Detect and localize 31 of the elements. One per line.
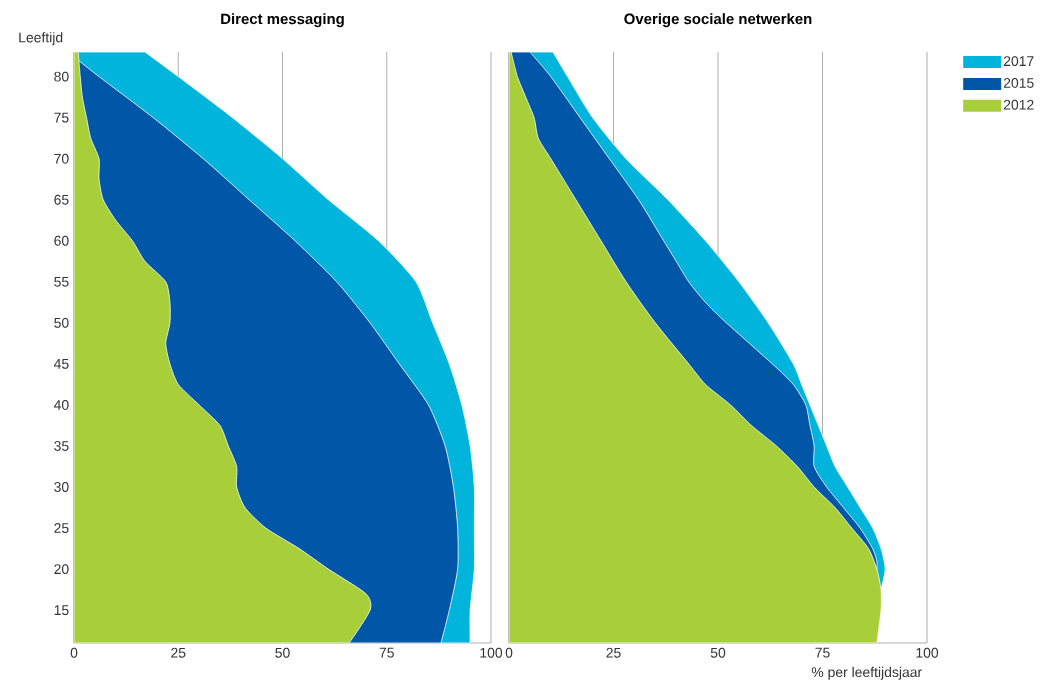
y-tick-label: 45: [53, 359, 69, 369]
y-tick-label: 50: [54, 317, 69, 328]
y-tick-label: 30: [54, 482, 69, 492]
y-tick-label: 25: [54, 523, 69, 534]
y-tick-label: 80: [54, 71, 69, 82]
x-tick-label: 0: [70, 647, 78, 658]
x-axis-title: % per leeftijdsjaar: [811, 666, 922, 680]
y-tick-label: 15: [54, 605, 69, 616]
legend-label: 2015: [1003, 77, 1034, 88]
legend-label: 2017: [1003, 56, 1034, 67]
chart-title: Direct messaging: [221, 13, 344, 28]
y-tick-label: 40: [53, 400, 69, 410]
y-tick-label: 20: [54, 564, 69, 575]
x-tick-label: 75: [379, 647, 394, 658]
y-tick-label: 65: [54, 194, 69, 205]
x-tick-label: 75: [815, 647, 830, 658]
x-tick-label: 100: [916, 647, 939, 658]
x-tick-label: 50: [275, 647, 290, 658]
chart-title: Overige sociale netwerken: [624, 13, 812, 28]
x-tick-label: 25: [171, 647, 186, 658]
y-tick-label: 55: [54, 276, 69, 287]
x-tick-label: 50: [710, 647, 726, 658]
legend-label: 2012: [1003, 99, 1034, 110]
y-tick-label: 70: [54, 153, 69, 164]
x-tick-label: 100: [480, 647, 503, 658]
y-tick-label: 60: [54, 235, 69, 246]
y-axis-title: Leeftijd: [19, 32, 63, 46]
y-tick-label: 35: [54, 441, 69, 451]
y-tick-label: 75: [54, 112, 69, 123]
x-tick-label: 25: [606, 647, 621, 658]
x-tick-label: 0: [505, 647, 513, 658]
